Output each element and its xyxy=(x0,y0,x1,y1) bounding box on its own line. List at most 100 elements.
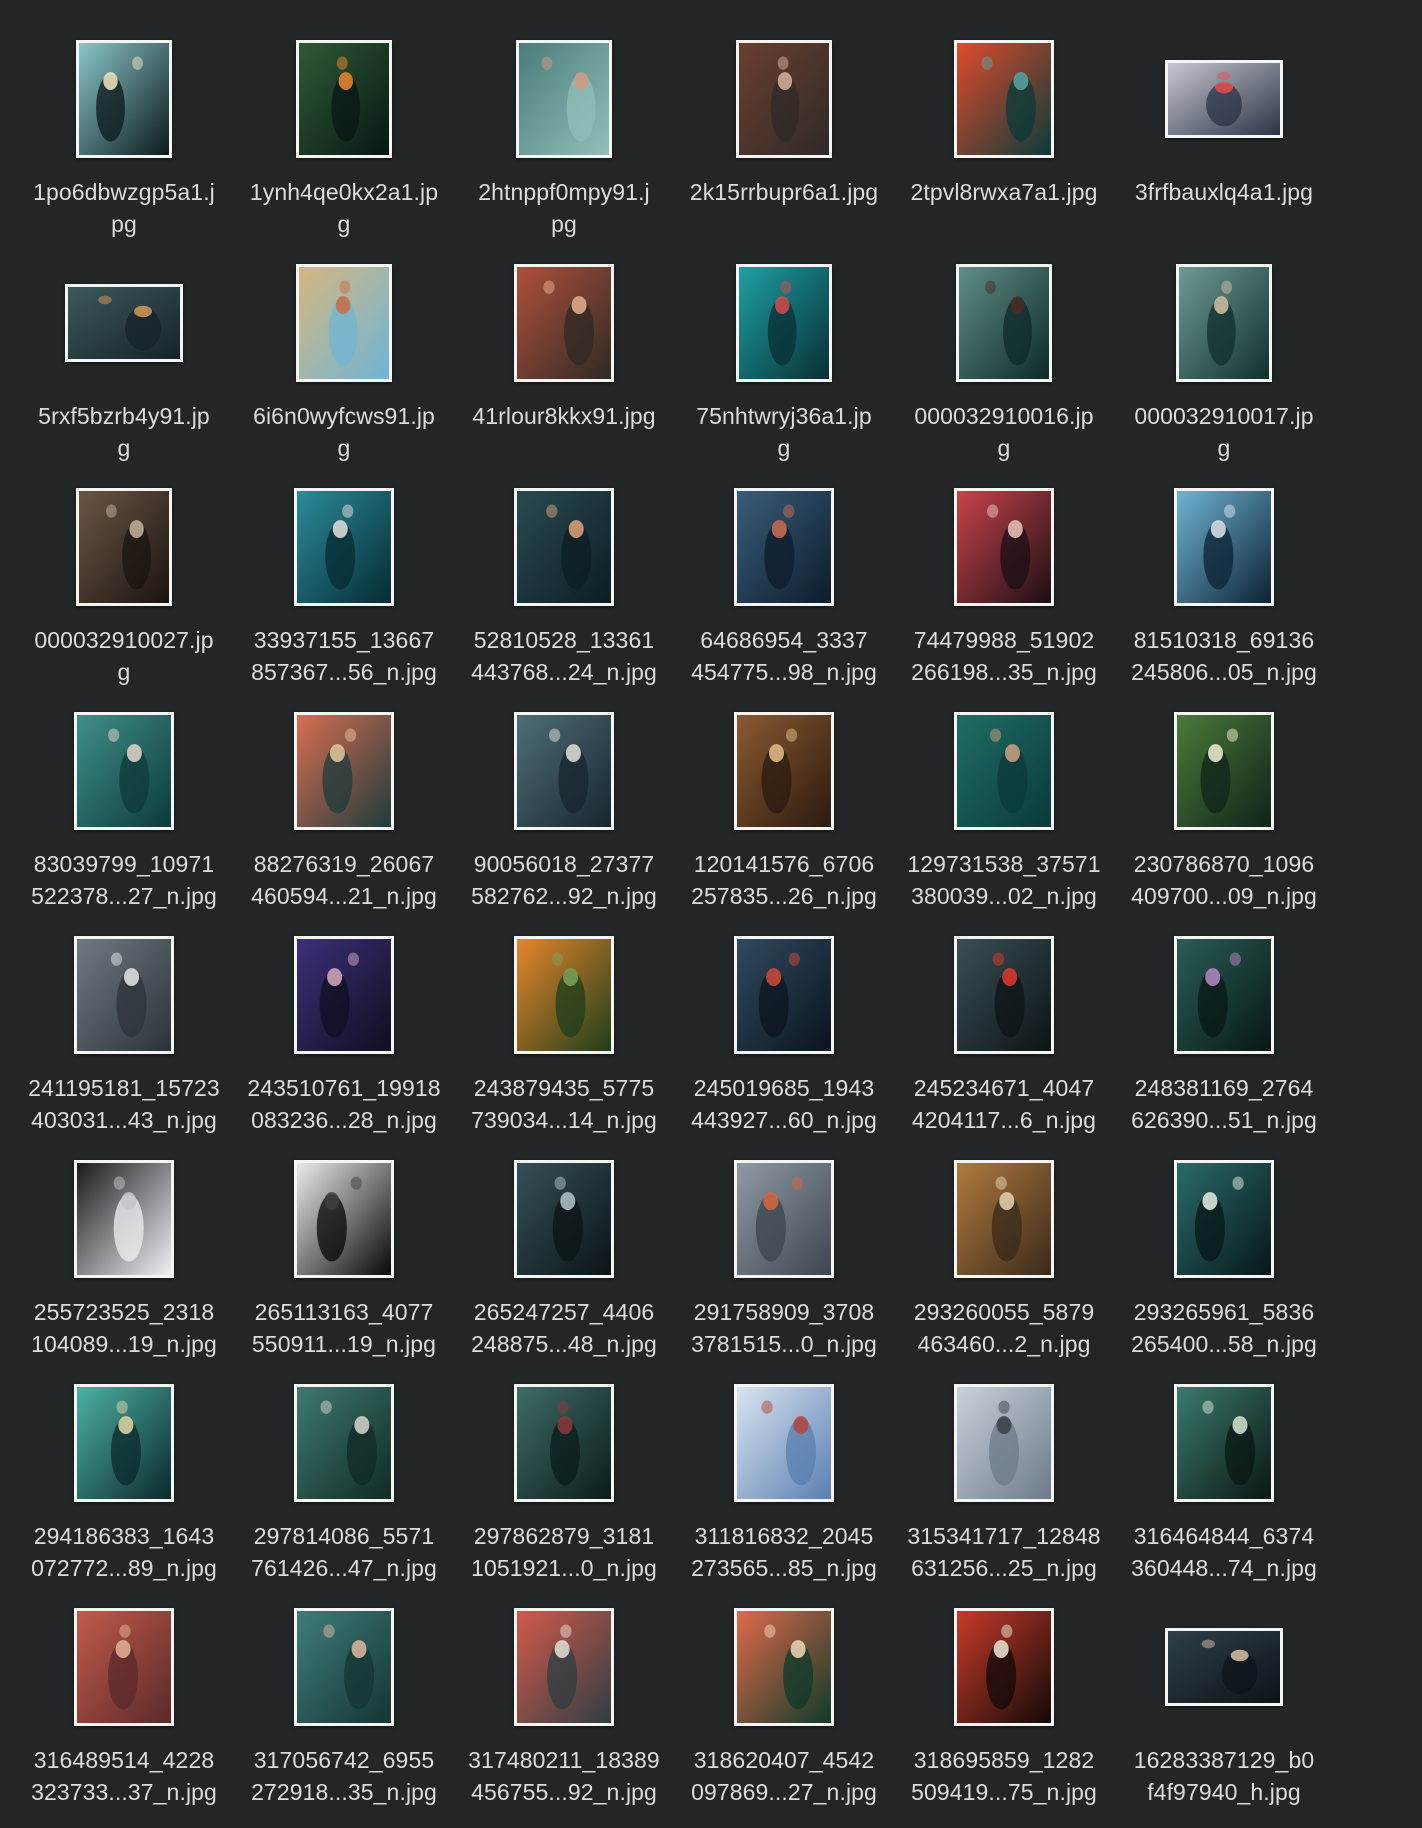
file-item[interactable]: 265113163_4077 550911...19_n.jpg xyxy=(234,1120,454,1357)
file-item[interactable]: 000032910017.jp g xyxy=(1114,224,1334,461)
file-name-label[interactable]: 000032910017.jp g xyxy=(1114,400,1334,464)
file-item[interactable]: 2k15rrbupr6a1.jpg xyxy=(674,0,894,224)
file-name-label[interactable]: 315341717_12848 631256...25_n.jpg xyxy=(894,1520,1114,1584)
file-name-label[interactable]: 318620407_4542 097869...27_n.jpg xyxy=(674,1744,894,1808)
image-thumbnail[interactable] xyxy=(1176,264,1272,382)
file-item[interactable]: 318620407_4542 097869...27_n.jpg xyxy=(674,1568,894,1805)
file-name-label[interactable]: 5rxf5bzrb4y91.jp g xyxy=(14,400,234,464)
image-thumbnail[interactable] xyxy=(1174,488,1274,606)
file-name-label[interactable]: 293265961_5836 265400...58_n.jpg xyxy=(1114,1296,1334,1360)
image-thumbnail[interactable] xyxy=(294,712,394,830)
image-thumbnail[interactable] xyxy=(514,264,614,382)
file-item[interactable]: 52810528_13361 443768...24_n.jpg xyxy=(454,448,674,685)
file-name-label[interactable]: 297862879_3181 1051921...0_n.jpg xyxy=(454,1520,674,1584)
file-item[interactable]: 75nhtwryj36a1.jp g xyxy=(674,224,894,461)
file-name-label[interactable]: 000032910016.jp g xyxy=(894,400,1114,464)
file-name-label[interactable]: 1po6dbwzgp5a1.j pg xyxy=(14,176,234,240)
image-thumbnail[interactable] xyxy=(1174,712,1274,830)
file-item[interactable]: 1po6dbwzgp5a1.j pg xyxy=(14,0,234,237)
image-thumbnail[interactable] xyxy=(734,936,834,1054)
file-item[interactable]: 90056018_27377 582762...92_n.jpg xyxy=(454,672,674,909)
file-name-label[interactable]: 245019685_1943 443927...60_n.jpg xyxy=(674,1072,894,1136)
file-name-label[interactable]: 230786870_1096 409700...09_n.jpg xyxy=(1114,848,1334,912)
image-thumbnail[interactable] xyxy=(76,40,172,158)
file-name-label[interactable]: 81510318_69136 245806...05_n.jpg xyxy=(1114,624,1334,688)
image-thumbnail[interactable] xyxy=(296,264,392,382)
image-thumbnail[interactable] xyxy=(954,1160,1054,1278)
image-thumbnail[interactable] xyxy=(514,1160,614,1278)
file-name-label[interactable]: 75nhtwryj36a1.jp g xyxy=(674,400,894,464)
image-thumbnail[interactable] xyxy=(294,1160,394,1278)
file-item[interactable]: 245019685_1943 443927...60_n.jpg xyxy=(674,896,894,1133)
image-thumbnail[interactable] xyxy=(294,1384,394,1502)
file-item[interactable]: 243879435_5775 739034...14_n.jpg xyxy=(454,896,674,1133)
file-item[interactable]: 291758909_3708 3781515...0_n.jpg xyxy=(674,1120,894,1357)
file-item[interactable]: 5rxf5bzrb4y91.jp g xyxy=(14,224,234,461)
image-thumbnail[interactable] xyxy=(294,936,394,1054)
file-name-label[interactable]: 294186383_1643 072772...89_n.jpg xyxy=(14,1520,234,1584)
file-item[interactable]: 1ynh4qe0kx2a1.jp g xyxy=(234,0,454,237)
file-item[interactable]: 297814086_5571 761426...47_n.jpg xyxy=(234,1344,454,1581)
file-name-label[interactable]: 291758909_3708 3781515...0_n.jpg xyxy=(674,1296,894,1360)
file-name-label[interactable]: 16283387129_b0 f4f97940_h.jpg xyxy=(1114,1744,1334,1808)
image-thumbnail[interactable] xyxy=(1174,1160,1274,1278)
image-thumbnail[interactable] xyxy=(514,1608,614,1726)
image-thumbnail[interactable] xyxy=(74,936,174,1054)
file-name-label[interactable]: 317056742_6955 272918...35_n.jpg xyxy=(234,1744,454,1808)
file-name-label[interactable]: 2k15rrbupr6a1.jpg xyxy=(674,176,894,208)
image-thumbnail[interactable] xyxy=(734,1384,834,1502)
file-item[interactable]: 243510761_19918 083236...28_n.jpg xyxy=(234,896,454,1133)
file-item[interactable]: 88276319_26067 460594...21_n.jpg xyxy=(234,672,454,909)
file-name-label[interactable]: 74479988_51902 266198...35_n.jpg xyxy=(894,624,1114,688)
image-thumbnail[interactable] xyxy=(74,1160,174,1278)
file-item[interactable]: 294186383_1643 072772...89_n.jpg xyxy=(14,1344,234,1581)
file-item[interactable]: 317480211_18389 456755...92_n.jpg xyxy=(454,1568,674,1805)
file-name-label[interactable]: 265113163_4077 550911...19_n.jpg xyxy=(234,1296,454,1360)
image-thumbnail[interactable] xyxy=(736,40,832,158)
image-thumbnail[interactable] xyxy=(954,488,1054,606)
file-name-label[interactable]: 293260055_5879 463460...2_n.jpg xyxy=(894,1296,1114,1360)
file-name-label[interactable]: 243879435_5775 739034...14_n.jpg xyxy=(454,1072,674,1136)
file-name-label[interactable]: 1ynh4qe0kx2a1.jp g xyxy=(234,176,454,240)
image-thumbnail[interactable] xyxy=(514,488,614,606)
file-item[interactable]: 81510318_69136 245806...05_n.jpg xyxy=(1114,448,1334,685)
file-name-label[interactable]: 241195181_15723 403031...43_n.jpg xyxy=(14,1072,234,1136)
file-item[interactable]: 293265961_5836 265400...58_n.jpg xyxy=(1114,1120,1334,1357)
image-thumbnail[interactable] xyxy=(1165,60,1283,138)
image-thumbnail[interactable] xyxy=(514,936,614,1054)
image-thumbnail[interactable] xyxy=(516,40,612,158)
file-item[interactable]: 74479988_51902 266198...35_n.jpg xyxy=(894,448,1114,685)
file-name-label[interactable]: 248381169_2764 626390...51_n.jpg xyxy=(1114,1072,1334,1136)
file-name-label[interactable]: 2tpvl8rwxa7a1.jpg xyxy=(894,176,1114,208)
file-name-label[interactable]: 3frfbauxlq4a1.jpg xyxy=(1114,176,1334,208)
image-thumbnail[interactable] xyxy=(294,1608,394,1726)
image-thumbnail[interactable] xyxy=(736,264,832,382)
file-item[interactable]: 33937155_13667 857367...56_n.jpg xyxy=(234,448,454,685)
image-thumbnail[interactable] xyxy=(954,936,1054,1054)
image-thumbnail[interactable] xyxy=(956,264,1052,382)
file-item[interactable]: 318695859_1282 509419...75_n.jpg xyxy=(894,1568,1114,1805)
file-name-label[interactable]: 297814086_5571 761426...47_n.jpg xyxy=(234,1520,454,1584)
file-name-label[interactable]: 41rlour8kkx91.jpg xyxy=(454,400,674,432)
file-item[interactable]: 6i6n0wyfcws91.jp g xyxy=(234,224,454,461)
image-thumbnail[interactable] xyxy=(514,1384,614,1502)
file-item[interactable]: 2tpvl8rwxa7a1.jpg xyxy=(894,0,1114,224)
file-item[interactable]: 316489514_4228 323733...37_n.jpg xyxy=(14,1568,234,1805)
file-name-label[interactable]: 120141576_6706 257835...26_n.jpg xyxy=(674,848,894,912)
image-thumbnail[interactable] xyxy=(734,488,834,606)
file-item[interactable]: 000032910016.jp g xyxy=(894,224,1114,461)
image-thumbnail[interactable] xyxy=(74,1608,174,1726)
file-item[interactable]: 316464844_6374 360448...74_n.jpg xyxy=(1114,1344,1334,1581)
file-name-label[interactable]: 255723525_2318 104089...19_n.jpg xyxy=(14,1296,234,1360)
image-thumbnail[interactable] xyxy=(954,40,1054,158)
image-thumbnail[interactable] xyxy=(954,712,1054,830)
file-item[interactable]: 64686954_3337 454775...98_n.jpg xyxy=(674,448,894,685)
image-thumbnail[interactable] xyxy=(74,1384,174,1502)
file-name-label[interactable]: 000032910027.jp g xyxy=(14,624,234,688)
file-item[interactable]: 293260055_5879 463460...2_n.jpg xyxy=(894,1120,1114,1357)
file-name-label[interactable]: 311816832_2045 273565...85_n.jpg xyxy=(674,1520,894,1584)
file-name-label[interactable]: 316464844_6374 360448...74_n.jpg xyxy=(1114,1520,1334,1584)
file-name-label[interactable]: 129731538_37571 380039...02_n.jpg xyxy=(894,848,1114,912)
file-item[interactable]: 315341717_12848 631256...25_n.jpg xyxy=(894,1344,1114,1581)
file-name-label[interactable]: 316489514_4228 323733...37_n.jpg xyxy=(14,1744,234,1808)
